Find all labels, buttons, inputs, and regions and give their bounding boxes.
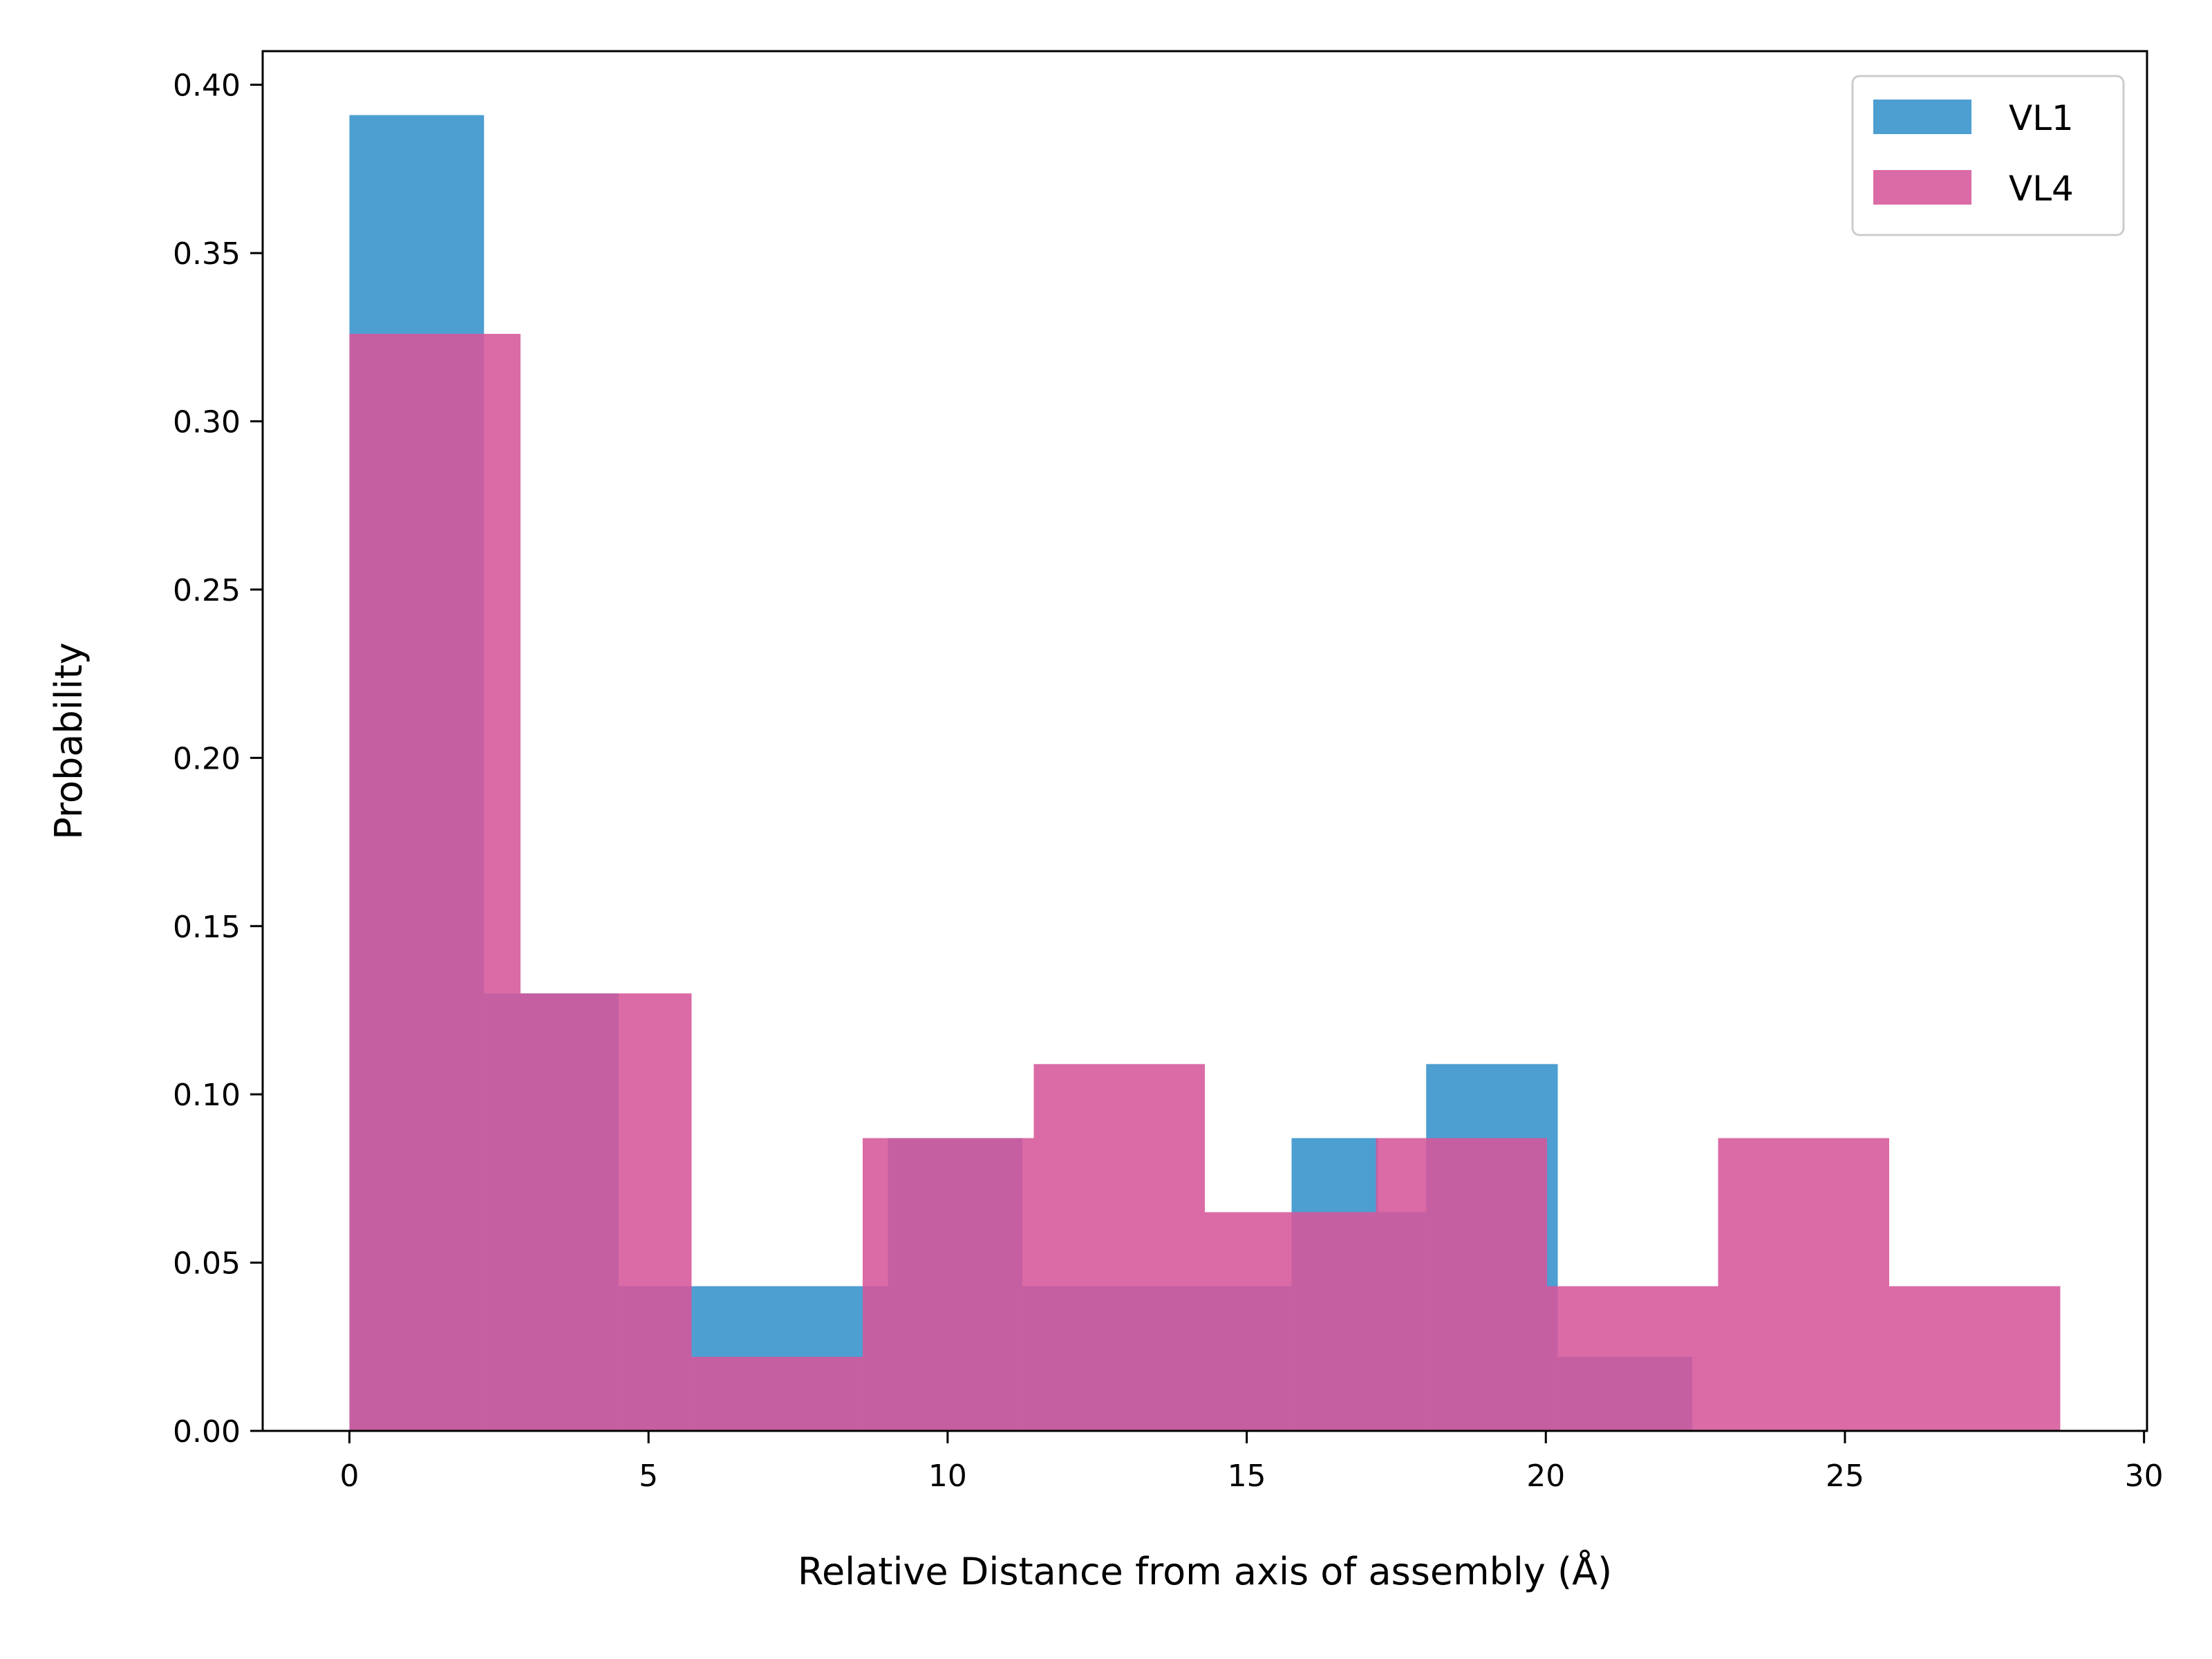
y-tick-label: 0.30 [173,405,241,440]
bar-vl4-2 [691,1356,863,1431]
legend-swatch-vl1 [1873,100,1971,134]
x-tick-label: 20 [1526,1459,1565,1494]
bar-vl4-0 [349,333,521,1432]
bar-vl4-6 [1376,1138,1548,1431]
x-tick-label: 15 [1228,1459,1266,1494]
x-tick-label: 10 [928,1459,967,1494]
y-tick-label: 0.25 [173,573,241,608]
bar-vl4-8 [1718,1138,1890,1431]
bars-layer [349,115,2061,1432]
bar-vl4-1 [520,993,692,1431]
ticks-layer: 0 5 10 15 20 25 30 0.00 0.05 0.10 0.15 0.20 0.25 0.30… [173,68,2164,1494]
legend-swatch-vl4 [1873,170,1971,205]
bar-vl4-5 [1205,1212,1376,1431]
y-tick-label: 0.35 [173,236,241,272]
y-tick-label: 0.00 [173,1414,241,1450]
y-tick-label: 0.20 [173,741,241,776]
y-tick-label: 0.15 [173,910,241,945]
bar-vl4-3 [862,1138,1034,1431]
legend-label-vl4: VL4 [2009,169,2074,209]
plot-area-frame [261,50,2148,1432]
x-tick-label: 0 [339,1459,359,1494]
bar-vl4-7 [1547,1286,1718,1431]
y-axis-title: Probability [47,642,91,839]
x-tick-label: 25 [1826,1459,1864,1494]
legend-label-vl1: VL1 [2009,98,2074,138]
bar-vl4-9 [1889,1286,2061,1431]
series-vl4 [349,333,2061,1432]
y-tick-label: 0.05 [173,1246,241,1282]
x-tick-label: 30 [2125,1459,2164,1494]
y-tick-label: 0.10 [173,1078,241,1113]
bar-vl4-4 [1033,1064,1205,1431]
y-tick-label: 0.40 [173,68,241,104]
x-tick-label: 5 [639,1459,658,1494]
x-axis-title: Relative Distance from axis of assembly … [798,1549,1612,1593]
legend: VL1 VL4 [1851,75,2125,236]
